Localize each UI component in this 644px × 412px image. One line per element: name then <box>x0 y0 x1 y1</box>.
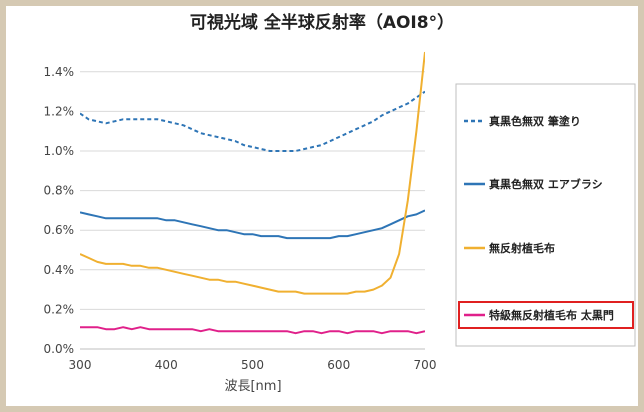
chart-title: 可視光域 全半球反射率（AOI8°） <box>189 13 455 33</box>
x-axis-label: 波長[nm] <box>224 379 281 394</box>
series-line-3 <box>80 51 425 295</box>
series-lines <box>80 51 425 335</box>
x-tick-labels: 300 400 500 600 700 <box>69 358 437 372</box>
series-line-2 <box>80 209 425 240</box>
x-tick-label: 600 <box>327 358 350 372</box>
grid-lines <box>80 71 425 350</box>
y-tick-label: 0.8% <box>44 184 75 198</box>
y-tick-label: 0.4% <box>44 263 75 277</box>
legend-highlight-box <box>458 301 634 329</box>
y-tick-label: 0.6% <box>44 223 75 237</box>
series-line-1 <box>80 90 425 152</box>
x-tick-label: 500 <box>241 358 264 372</box>
legend-label: 真黒色無双 筆塗り <box>489 114 581 128</box>
legend-label: 特級無反射植毛布 太黒門 <box>489 308 614 322</box>
x-tick-label: 400 <box>155 358 178 372</box>
legend-label: 真黒色無双 エアブラシ <box>489 177 603 191</box>
y-tick-labels: 0.0% 0.2% 0.4% 0.6% 0.8% 1.0% 1.2% 1.4% <box>44 65 75 356</box>
y-tick-label: 0.0% <box>44 342 75 356</box>
y-tick-label: 1.4% <box>44 65 75 79</box>
y-tick-label: 1.2% <box>44 104 75 118</box>
series-line-4 <box>80 326 425 335</box>
x-tick-label: 300 <box>69 358 92 372</box>
legend-label: 無反射植毛布 <box>489 241 555 255</box>
y-tick-label: 1.0% <box>44 144 75 158</box>
x-tick-label: 700 <box>414 358 437 372</box>
y-tick-label: 0.2% <box>44 302 75 316</box>
